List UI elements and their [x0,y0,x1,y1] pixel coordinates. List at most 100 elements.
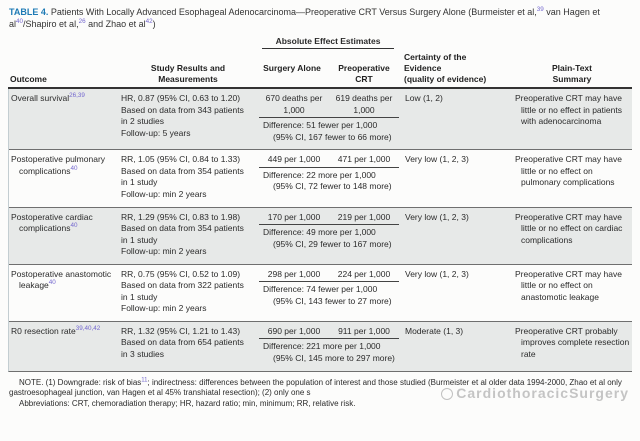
based-on-text: Based on data from 354 patients in 1 stu… [121,165,244,188]
citation-link-26[interactable]: 26 [78,18,86,26]
effect-estimate-text: RR, 0.75 (95% CI, 0.52 to 1.09) [121,268,241,279]
difference-value: Difference: 22 more per 1,000 (95% CI, 7… [263,169,392,192]
absolute-effect-estimates-header: Absolute Effect Estimates [262,36,394,50]
effect-estimate-text: RR, 1.32 (95% CI, 1.21 to 1.43) [121,325,241,336]
surgery-alone-value: 449 per 1,000 [267,154,321,165]
outcome-label: Overall survival [11,93,70,104]
outcome-cell: R0 resection rate39,40,42 [9,325,121,365]
column-header-preoperative-crt: Preoperative CRT [338,62,390,84]
table-row-cardiac-complications: Postoperative cardiac complications40 RR… [9,206,632,264]
based-on-text: Based on data from 354 patients in 1 stu… [121,223,244,245]
table-title-text-4: and Zhao et al [85,19,146,30]
certainty-cell: Moderate (1, 3) [405,325,464,336]
spanning-header-row: Absolute Effect Estimates [8,36,632,50]
absolute-effects-cell: 670 deaths per 1,000 619 deaths per 1,00… [257,93,401,143]
table-row-anastomotic-leakage: Postoperative anastomotic leakage40 RR, … [9,263,632,321]
preoperative-crt-value: 471 per 1,000 [337,154,391,165]
column-header-study-results: Study Results and Measurements [150,62,226,84]
effect-values: 298 per 1,000 224 per 1,000 [259,269,399,283]
study-results-cell: RR, 0.75 (95% CI, 0.52 to 1.09) Based on… [121,269,257,315]
certainty-cell: Low (1, 2) [405,93,443,104]
certainty-cell: Very low (1, 2, 3) [405,268,469,279]
difference-value: Difference: 49 more per 1,000 (95% CI, 2… [263,227,392,249]
citation-link[interactable]: 40 [70,222,78,230]
preoperative-crt-value: 219 per 1,000 [337,211,391,222]
outcome-label: Postoperative anastomotic leakage [11,268,112,291]
summary-cell: Preoperative CRT may have little or no e… [515,268,622,302]
study-results-cell: HR, 0.87 (95% CI, 0.63 to 1.20) Based on… [121,93,257,143]
follow-up-text: Follow-up: min 2 years [121,303,207,314]
table-row-overall-survival: Overall survival26,39 HR, 0.87 (95% CI, … [9,89,632,150]
study-results-cell: RR, 1.05 (95% CI, 0.84 to 1.33) Based on… [121,154,257,200]
difference-value: Difference: 51 fewer per 1,000 (95% CI, … [263,120,392,142]
column-header-summary: Plain-Text Summary [552,62,592,84]
effect-values: 449 per 1,000 471 per 1,000 [259,154,399,168]
effect-estimate-text: HR, 0.87 (95% CI, 0.63 to 1.20) [121,93,241,104]
absolute-effects-cell: 449 per 1,000 471 per 1,000 Difference: … [257,154,401,200]
based-on-text: Based on data from 322 patients in 1 stu… [121,280,244,302]
preoperative-crt-value: 224 per 1,000 [337,268,391,279]
column-header-outcome: Outcome [10,73,47,84]
citation-link-11[interactable]: 11 [141,376,148,383]
table-footnote: NOTE. (1) Downgrade: risk of bias11; ind… [9,376,631,410]
effect-estimate-text: RR, 1.05 (95% CI, 0.84 to 1.33) [121,154,241,165]
follow-up-text: Follow-up: min 2 years [121,246,207,257]
citation-link-39[interactable]: 39 [536,6,544,13]
column-header-absolute-effects: Surgery Alone Preoperative CRT [256,63,400,84]
citation-link-40[interactable]: 40 [16,18,24,26]
summary-cell: Preoperative CRT may have little or no e… [515,154,622,188]
outcome-cell: Postoperative cardiac complications40 [9,212,121,258]
citation-link[interactable]: 40 [48,279,56,287]
surgery-alone-value: 670 deaths per 1,000 [265,93,323,115]
based-on-text: Based on data from 343 patients in 2 stu… [121,104,244,127]
table-title-text-5: ) [152,19,156,30]
table-row-pulmonary-complications: Postoperative pulmonary complications40 … [9,149,632,206]
preoperative-crt-value: 911 per 1,000 [338,325,390,336]
outcome-cell: Overall survival26,39 [9,93,121,143]
preoperative-crt-value: 619 deaths per 1,000 [335,93,393,115]
absolute-effects-cell: 690 per 1,000 911 per 1,000 Difference: … [257,326,401,365]
outcome-label: R0 resection rate [11,325,76,336]
page-root: TABLE 4. Patients With Locally Advanced … [0,0,640,410]
table-body: Overall survival26,39 HR, 0.87 (95% CI, … [8,89,632,372]
follow-up-text: Follow-up: 5 years [121,127,191,138]
summary-cell: Preoperative CRT may have little or no e… [515,93,622,127]
citation-link-42[interactable]: 42 [145,18,153,26]
column-header-certainty: Certainty of the Evidence (quality of ev… [400,52,512,84]
table-title: TABLE 4. Patients With Locally Advanced … [0,0,640,33]
summary-cell: Preoperative CRT probably improves compl… [515,325,630,359]
surgery-alone-value: 690 per 1,000 [267,325,321,336]
summary-cell: Preoperative CRT may have little or no e… [515,211,623,245]
based-on-text: Based on data from 654 patients in 3 stu… [121,337,244,359]
certainty-cell: Very low (1, 2, 3) [405,211,469,222]
follow-up-text: Follow-up: min 2 years [121,188,207,199]
study-results-cell: RR, 1.32 (95% CI, 1.21 to 1.43) Based on… [121,326,257,365]
difference-value: Difference: 221 more per 1,000 (95% CI, … [263,341,395,363]
table-number-label: TABLE 4. [9,7,49,17]
footnote-note-line: NOTE. (1) Downgrade: risk of bias11; ind… [9,376,622,398]
effect-values: 170 per 1,000 219 per 1,000 [259,212,399,226]
outcome-cell: Postoperative anastomotic leakage40 [9,269,121,315]
outcome-label: Postoperative pulmonary complications [11,154,106,176]
outcome-cell: Postoperative pulmonary complications40 [9,154,121,200]
certainty-header-line2: (quality of evidence) [404,73,487,84]
effect-values: 690 per 1,000 911 per 1,000 [259,326,399,340]
column-header-surgery-alone: Surgery Alone [263,62,321,73]
difference-value: Difference: 74 fewer per 1,000 (95% CI, … [263,284,392,306]
surgery-alone-value: 298 per 1,000 [267,268,321,279]
footnote-abbreviations-line: Abbreviations: CRT, chemoradiation thera… [19,398,356,408]
citation-link[interactable]: 39,40,42 [75,325,101,333]
absolute-effects-cell: 170 per 1,000 219 per 1,000 Difference: … [257,212,401,258]
absolute-effects-cell: 298 per 1,000 224 per 1,000 Difference: … [257,269,401,315]
column-header-row: Outcome Study Results and Measurements S… [8,49,632,90]
evidence-table: Absolute Effect Estimates Outcome Study … [8,36,632,372]
effect-estimate-text: RR, 1.29 (95% CI, 0.83 to 1.98) [121,211,241,222]
citation-link[interactable]: 40 [70,165,78,173]
certainty-header-line1: Certainty of the Evidence [404,52,467,73]
table-title-text-1: Patients With Locally Advanced Esophagea… [48,7,537,17]
citation-link[interactable]: 26,39 [69,92,85,100]
certainty-cell: Very low (1, 2, 3) [405,154,469,165]
surgery-alone-value: 170 per 1,000 [267,211,321,222]
table-title-text-3: /Shapiro et al, [23,19,79,30]
effect-values: 670 deaths per 1,000 619 deaths per 1,00… [259,93,399,119]
